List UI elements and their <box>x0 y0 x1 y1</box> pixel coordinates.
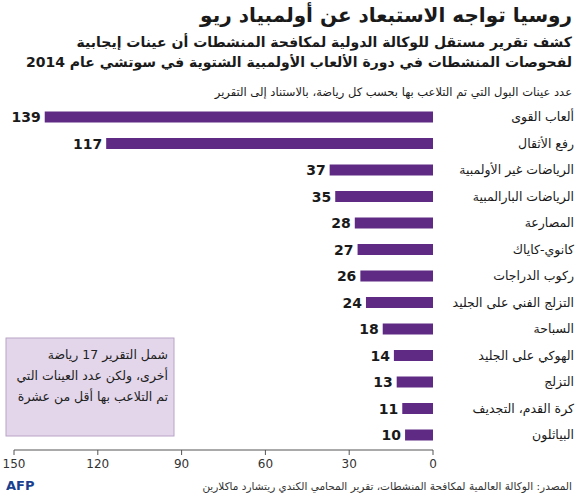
credit: AFP <box>6 478 34 493</box>
data-label: 26 <box>337 268 356 284</box>
source: المصدر: الوكالة العالمية لمكافحة المنشطا… <box>72 478 572 494</box>
category-label: التزلج <box>544 373 574 391</box>
category-label: التزلج الفني على الجليد <box>453 294 574 312</box>
tick-mark <box>14 450 15 455</box>
category-label: البياثلون <box>532 426 574 444</box>
tick-label: 60 <box>258 457 273 471</box>
bar <box>355 218 433 229</box>
bar <box>106 138 433 149</box>
bar <box>366 297 433 308</box>
data-label: 37 <box>306 162 325 178</box>
data-label: 117 <box>73 136 102 152</box>
bar <box>360 271 433 282</box>
category-label: رفع الأثقال <box>518 135 574 153</box>
category-label: السباحة <box>534 320 574 338</box>
category-label: كرة القدم، التجديف <box>473 400 574 418</box>
data-label: 13 <box>373 374 392 390</box>
tick-mark <box>433 450 434 455</box>
axis-title: عدد عينات البول التي تم التلاعب بها بحسب… <box>7 84 572 100</box>
category-label: الرياضات غير الأولمبية <box>459 161 574 179</box>
category-label: ركوب الدراجات <box>493 267 574 285</box>
bar <box>402 403 433 414</box>
bar <box>394 350 433 361</box>
tick-label: 0 <box>429 457 437 471</box>
tick-label: 90 <box>174 457 189 471</box>
bar <box>397 377 433 388</box>
category-label: كانوي-كاياك <box>513 241 574 259</box>
tick-label: 150 <box>3 457 26 471</box>
tick-label: 30 <box>342 457 357 471</box>
title: روسيا تواجه الاستبعاد عن أولمبياد ريو <box>7 2 572 28</box>
tick-label: 120 <box>86 457 109 471</box>
data-label: 18 <box>359 321 378 337</box>
data-label: 139 <box>11 109 40 125</box>
tick-mark <box>181 450 182 455</box>
bar <box>383 324 433 335</box>
bar <box>405 430 433 441</box>
category-label: الهوكي على الجليد <box>478 347 574 365</box>
bar <box>330 165 433 176</box>
subtitle: كشف تقرير مستقل للوكالة الدولية لمكافحة … <box>7 32 572 72</box>
data-label: 35 <box>312 189 331 205</box>
tick-mark <box>349 450 350 455</box>
page: 139 117 37 3528 27 26 24 18 14 13 11 10 0 30 60 90 120 15… <box>0 0 580 500</box>
bar <box>358 244 433 255</box>
data-label: 11 <box>379 401 398 417</box>
bar <box>45 112 433 123</box>
annotation-box <box>6 338 174 436</box>
chart-svg: 139 117 37 3528 27 26 24 18 14 13 11 10 0 30 60 90 120 15… <box>0 0 580 500</box>
data-label: 27 <box>334 242 353 258</box>
data-label: 24 <box>342 295 362 311</box>
annotation: شمل التقرير 17 رياضة أخرى، ولكن عدد العي… <box>12 344 168 407</box>
data-label: 10 <box>382 427 402 443</box>
bar <box>335 191 433 202</box>
tick-mark <box>97 450 98 455</box>
category-label: الرياضات البارالمبية <box>473 188 574 206</box>
category-label: المصارعة <box>525 214 574 232</box>
data-label: 14 <box>370 348 390 364</box>
tick-mark <box>265 450 266 455</box>
category-label: ألعاب القوى <box>511 108 574 126</box>
data-label: 28 <box>331 215 350 231</box>
x-axis <box>14 450 433 451</box>
